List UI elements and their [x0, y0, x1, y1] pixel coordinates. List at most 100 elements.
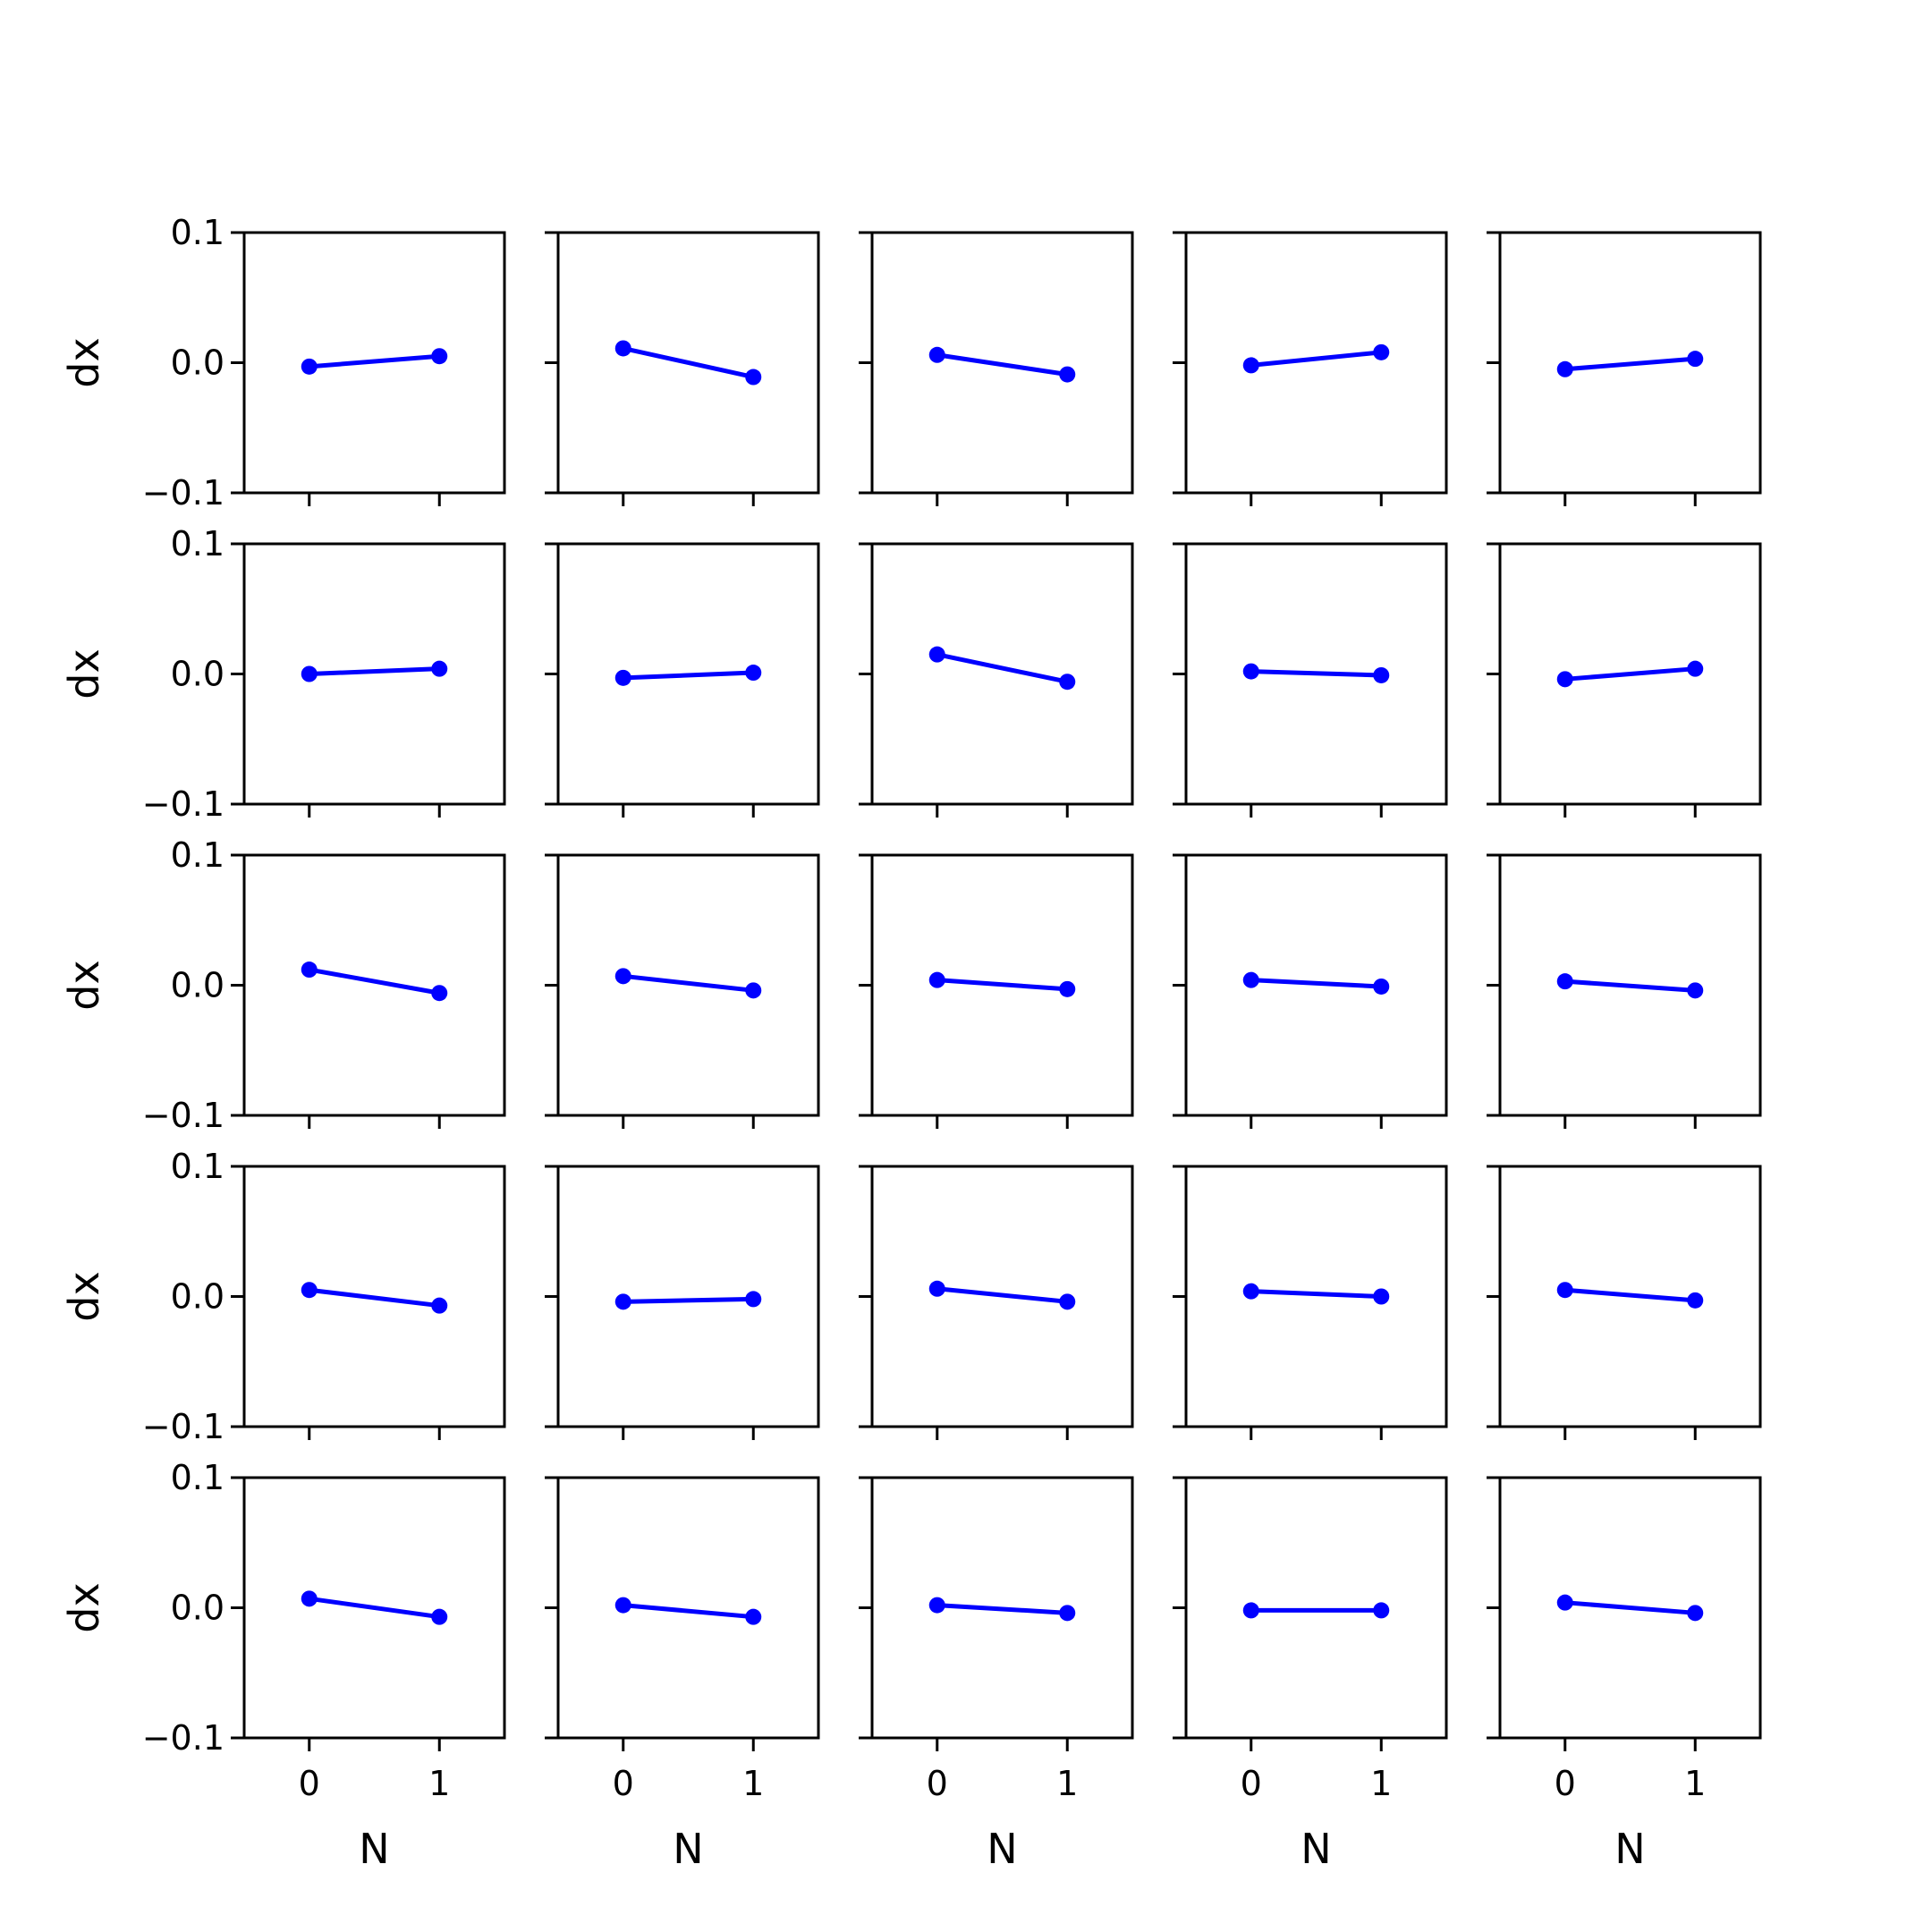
- data-point: [1242, 357, 1259, 374]
- series-line: [1250, 1289, 1382, 1299]
- subplot-r1-c3: [859, 231, 1134, 506]
- x-tick-label: 1: [1056, 1764, 1078, 1803]
- series-line: [1250, 978, 1382, 989]
- series-line: [309, 1596, 440, 1620]
- data-point: [431, 985, 448, 1002]
- y-tick-label: 0.0: [171, 966, 225, 1005]
- data-point: [1687, 1292, 1704, 1309]
- axes-frame: [242, 853, 506, 1117]
- y-tick-label: 0.0: [171, 655, 225, 694]
- axes-frame: [556, 1476, 820, 1740]
- data-point: [1059, 674, 1076, 691]
- data-point: [745, 369, 762, 386]
- subplot-r3-c4: [1173, 853, 1448, 1129]
- x-tick-label: 0: [613, 1764, 634, 1803]
- data-point: [1687, 982, 1704, 999]
- data-point: [301, 358, 318, 375]
- series-line: [309, 967, 440, 996]
- series-line: [936, 1603, 1068, 1615]
- series-line: [936, 978, 1068, 992]
- series-line: [936, 652, 1068, 684]
- subplot-r2-c4: [1173, 542, 1448, 818]
- data-point: [1687, 351, 1704, 368]
- y-tick-label: 0.0: [171, 343, 225, 383]
- subplot-r2-c3: [859, 542, 1134, 818]
- data-point: [1059, 1293, 1076, 1310]
- x-axis-label: N: [1301, 1825, 1331, 1873]
- y-tick-label: 0.1: [171, 1458, 225, 1497]
- y-tick-label: 0.0: [171, 1589, 225, 1628]
- data-point: [1373, 1288, 1390, 1305]
- subplot-r4-c4: [1173, 1165, 1448, 1440]
- data-point: [301, 962, 318, 979]
- x-tick-label: 0: [1555, 1764, 1576, 1803]
- data-point: [1556, 360, 1573, 377]
- subplot-r2-c2: [545, 542, 820, 818]
- data-point: [431, 1608, 448, 1625]
- subplot-r4-c1: −0.1 0.0 0.1 dx: [60, 1147, 506, 1446]
- data-point: [1242, 1283, 1259, 1300]
- x-axis-label: N: [673, 1825, 703, 1873]
- series-line: [936, 352, 1068, 377]
- x-tick-label: 1: [1684, 1764, 1706, 1803]
- data-point: [1059, 980, 1076, 997]
- data-point: [745, 1608, 762, 1625]
- data-point: [1242, 971, 1259, 988]
- data-point: [1556, 671, 1573, 688]
- subplot-r4-c2: [545, 1165, 820, 1440]
- subplot-r1-c4: [1173, 231, 1448, 506]
- series-line: [309, 666, 440, 676]
- data-point: [614, 669, 631, 686]
- data-point: [928, 1280, 945, 1297]
- series-line: [1564, 356, 1696, 372]
- data-point: [928, 1597, 945, 1614]
- data-point: [301, 1282, 318, 1299]
- series-line: [1564, 1287, 1696, 1303]
- series-line: [309, 1287, 440, 1309]
- subplot-r1-c1: −0.1 0.0 0.1 dx: [60, 213, 506, 513]
- y-tick-label: 0.1: [171, 1147, 225, 1186]
- axes-frame: [242, 542, 506, 806]
- data-point: [1242, 663, 1259, 680]
- data-point: [1059, 366, 1076, 383]
- data-point: [1556, 1594, 1573, 1611]
- axes-frame: [1184, 1165, 1448, 1428]
- x-axis-label: N: [359, 1825, 389, 1873]
- y-tick-label: −0.1: [142, 473, 225, 513]
- data-point: [1373, 978, 1390, 995]
- series-line: [309, 353, 440, 369]
- data-point: [1687, 660, 1704, 677]
- x-axis-label: N: [1614, 1825, 1645, 1873]
- y-tick-label: 0.0: [171, 1277, 225, 1317]
- y-axis-label: dx: [60, 1271, 108, 1321]
- data-point: [614, 1293, 631, 1310]
- subplot-r5-c3: 0 1N: [859, 1476, 1134, 1873]
- series-line: [1250, 350, 1382, 368]
- data-point: [301, 1590, 318, 1607]
- subplot-r2-c5: [1487, 542, 1762, 818]
- data-point: [928, 971, 945, 988]
- data-point: [1373, 666, 1390, 683]
- y-axis-label: dx: [60, 960, 108, 1010]
- data-point: [1059, 1605, 1076, 1622]
- x-tick-label: 0: [299, 1764, 320, 1803]
- subplot-r3-c2: [545, 853, 820, 1129]
- subplot-r4-c5: [1487, 1165, 1762, 1440]
- x-tick-label: 0: [1241, 1764, 1262, 1803]
- data-point: [745, 665, 762, 682]
- data-point: [614, 968, 631, 985]
- subplot-r5-c1: −0.1 0.0 0.1 0 1 dx N: [60, 1458, 506, 1873]
- data-point: [928, 346, 945, 363]
- subplot-r1-c5: [1487, 231, 1762, 506]
- y-tick-label: −0.1: [142, 1407, 225, 1446]
- x-axis-label: N: [987, 1825, 1017, 1873]
- axes-frame: [556, 1165, 820, 1428]
- data-point: [1556, 973, 1573, 990]
- data-point: [745, 982, 762, 999]
- subplot-r1-c2: [545, 231, 820, 506]
- y-axis-label: dx: [60, 337, 108, 387]
- series-line: [1250, 669, 1382, 678]
- series-line: [623, 1296, 754, 1304]
- y-tick-label: 0.1: [171, 213, 225, 252]
- subplot-r4-c3: [859, 1165, 1134, 1440]
